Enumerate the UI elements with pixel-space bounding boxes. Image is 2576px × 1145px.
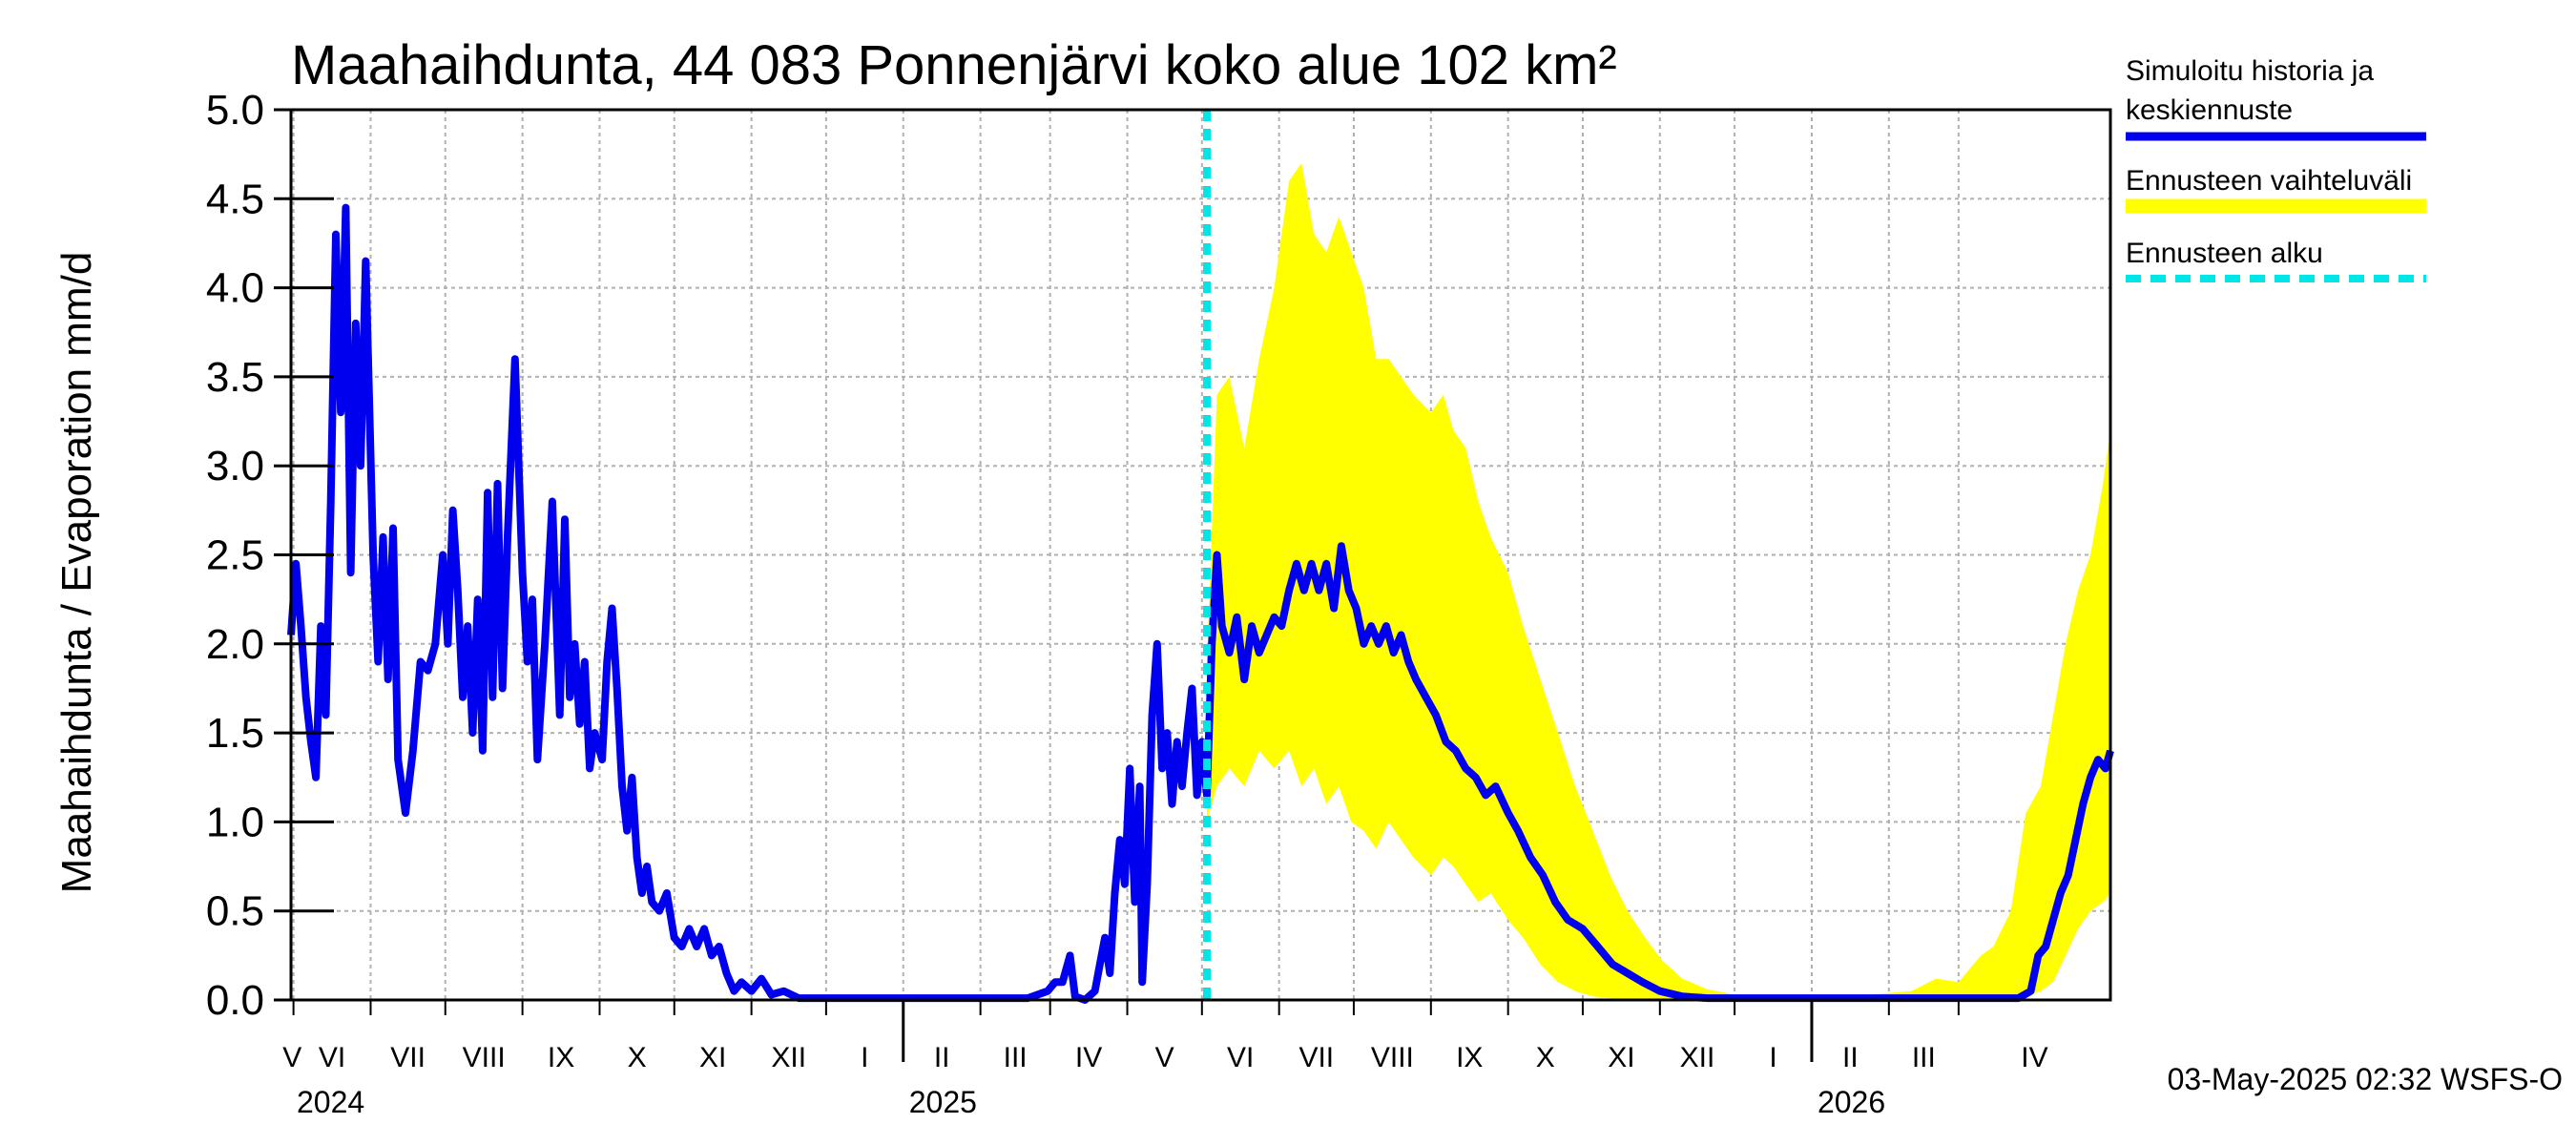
year-label: 2025	[909, 1085, 977, 1119]
chart-title: Maahaihdunta, 44 083 Ponnenjärvi koko al…	[291, 34, 1617, 96]
month-label: II	[934, 1042, 950, 1073]
month-label: IX	[1456, 1042, 1483, 1073]
month-label: I	[861, 1042, 868, 1073]
forecast-range-band	[1207, 163, 2110, 1000]
legend-label-range: Ennusteen vaihteluväli	[2126, 165, 2412, 197]
y-tick-label: 2.5	[206, 532, 264, 579]
month-label: VI	[319, 1042, 345, 1073]
year-label: 2026	[1818, 1085, 1885, 1119]
month-label: IV	[1075, 1042, 1102, 1073]
month-label: V	[1155, 1042, 1174, 1073]
month-label: XII	[771, 1042, 806, 1073]
month-label: I	[1769, 1042, 1776, 1073]
month-label: VII	[390, 1042, 426, 1073]
y-tick-label: 4.0	[206, 265, 264, 312]
y-tick-label: 1.5	[206, 710, 264, 757]
y-ticks: 0.0 0.5 1.0 1.5 2.0 2.5 3.0 3.5 4.0 4.5 5.0	[206, 87, 334, 1024]
forecast-range-area	[1207, 163, 2110, 1000]
month-label: IV	[2021, 1042, 2047, 1073]
month-label: IX	[548, 1042, 574, 1073]
month-label: XI	[1608, 1042, 1634, 1073]
legend-label-history-2: keskiennuste	[2126, 94, 2293, 126]
month-label: V	[282, 1042, 301, 1073]
y-tick-label: 3.5	[206, 354, 264, 401]
y-axis-label: Maahaihdunta / Evaporation mm/d	[53, 252, 100, 894]
month-label: X	[628, 1042, 647, 1073]
y-tick-label: 0.0	[206, 977, 264, 1024]
month-label: VIII	[1371, 1042, 1414, 1073]
legend-label-forecast-start: Ennusteen alku	[2126, 238, 2323, 269]
y-tick-label: 1.0	[206, 799, 264, 845]
month-label: III	[1912, 1042, 1936, 1073]
month-label: XI	[699, 1042, 726, 1073]
timestamp: 03-May-2025 02:32 WSFS-O	[2168, 1062, 2563, 1096]
y-tick-label: 0.5	[206, 888, 264, 935]
y-tick-label: 4.5	[206, 176, 264, 222]
month-label: X	[1536, 1042, 1555, 1073]
y-tick-label: 5.0	[206, 87, 264, 134]
month-label: III	[1004, 1042, 1028, 1073]
month-label: VI	[1227, 1042, 1254, 1073]
year-label: 2024	[297, 1085, 364, 1119]
y-tick-label: 3.0	[206, 443, 264, 489]
legend: Simuloitu historia ja keskiennuste Ennus…	[2126, 55, 2426, 282]
month-label: XII	[1680, 1042, 1715, 1073]
simulated-history-line	[287, 203, 2114, 1004]
year-labels: 2024 2025 2026	[297, 1085, 1885, 1119]
history-line	[287, 203, 2114, 1004]
month-labels: V VI VII VIII IX X XI XII I II III IV V VI VII VIII IX X X…	[282, 1042, 2047, 1073]
month-label: VIII	[463, 1042, 506, 1073]
legend-label-history-1: Simuloitu historia ja	[2126, 55, 2374, 87]
y-tick-label: 2.0	[206, 621, 264, 668]
month-label: VII	[1298, 1042, 1334, 1073]
month-label: II	[1842, 1042, 1859, 1073]
